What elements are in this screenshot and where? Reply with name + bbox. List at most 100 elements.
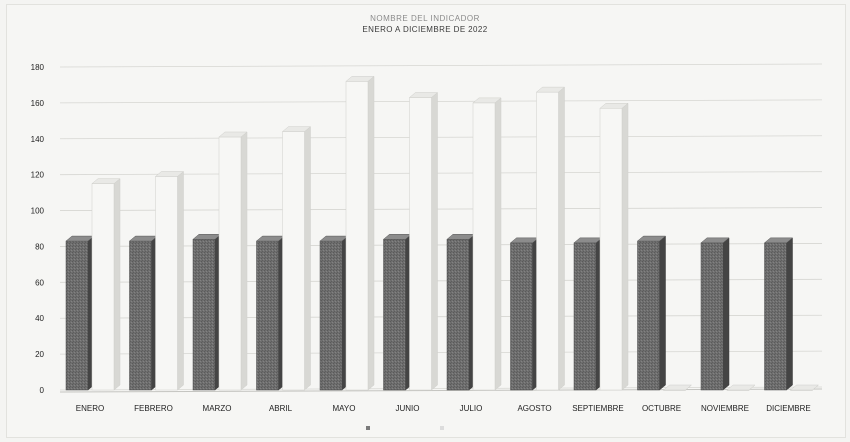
bar-top [763, 237, 794, 244]
bar-front [764, 242, 787, 391]
bar-dark [128, 235, 159, 391]
legend-marker-dark [366, 426, 370, 430]
grid [59, 63, 823, 393]
y-tick-label: 120 [31, 171, 45, 180]
bar-front [282, 131, 305, 391]
bar-side [786, 237, 793, 391]
gridline [59, 99, 823, 104]
bar-front [129, 240, 152, 391]
gridline [59, 63, 823, 68]
bar-dark [700, 237, 730, 391]
bar-side [621, 102, 629, 391]
bar-dark [255, 235, 286, 391]
bar-side [113, 178, 121, 391]
floor-line [59, 388, 823, 393]
bar-side [558, 86, 565, 391]
bar-top [408, 92, 439, 98]
bar-front [573, 242, 597, 391]
y-tick-label: 180 [31, 63, 45, 72]
bar-side [367, 75, 375, 391]
x-category-label: SEPTIEMBRE [572, 404, 624, 413]
bar-dark [509, 237, 540, 391]
bar-front [91, 183, 115, 391]
x-category-label: ENERO [76, 404, 104, 413]
gridline [59, 243, 823, 247]
chart-subtitle: ENERO A DICIEMBRE DE 2022 [362, 25, 488, 34]
bar-front [218, 136, 242, 391]
bar-top [345, 76, 375, 82]
gridline [59, 278, 823, 283]
gridline [59, 314, 823, 319]
bar-light [789, 384, 820, 391]
bar-front [472, 102, 496, 391]
bar-front [446, 239, 470, 391]
x-category-label: OCTUBRE [642, 404, 681, 413]
bar-light [726, 384, 756, 391]
y-tick-label: 60 [35, 278, 44, 287]
legend [366, 426, 444, 430]
bar-light [599, 102, 629, 391]
bar-top [91, 178, 121, 184]
y-tick-label: 20 [35, 350, 44, 359]
gridline [59, 207, 823, 211]
gridline [59, 386, 823, 391]
bar-side [431, 91, 438, 391]
y-tick-label: 140 [31, 135, 45, 144]
bar-front [700, 242, 724, 391]
bar-light [345, 75, 375, 391]
bar-light [408, 91, 439, 391]
bar-dark [65, 235, 95, 391]
bar-top [281, 126, 312, 132]
bar-light [154, 170, 185, 391]
bar-top [789, 384, 820, 391]
bar-front [319, 240, 343, 391]
bar-dark [446, 233, 476, 391]
x-category-label: MAYO [333, 404, 356, 413]
bar-top [636, 235, 667, 242]
bar-top [726, 384, 756, 391]
y-tick-label: 0 [40, 386, 45, 395]
bar-side [494, 97, 502, 391]
x-axis: ENERO FEBRERO MARZO ABRIL MAYO JUNIO JULIO AGOS… [76, 404, 811, 413]
bar-side [722, 237, 730, 391]
bar-front [637, 240, 660, 391]
bar-front [409, 97, 432, 391]
bar-light [535, 86, 566, 391]
bar-top [535, 86, 566, 93]
bar-front [383, 239, 406, 391]
x-category-label: NOVIEMBRE [701, 404, 749, 413]
bar-front [599, 108, 623, 391]
x-category-label: JUNIO [396, 404, 420, 413]
gridline [59, 350, 823, 355]
bar-side [177, 170, 184, 391]
bar-light [91, 178, 121, 391]
bar-front [192, 239, 216, 391]
x-category-label: AGOSTO [517, 404, 551, 413]
bar-front [256, 240, 279, 391]
x-category-label: JULIO [460, 404, 483, 413]
bar-top [154, 171, 185, 177]
bar-top [218, 131, 248, 138]
y-tick-label: 80 [35, 242, 44, 251]
bar-dark [382, 233, 413, 391]
bar-dark [763, 237, 794, 391]
bar-side [304, 126, 311, 391]
bar-top [599, 103, 629, 109]
gridline [59, 171, 823, 176]
bar-light [281, 126, 312, 391]
y-tick-label: 160 [31, 99, 45, 108]
bar-top [472, 97, 502, 104]
bar-top [700, 237, 730, 244]
bar-front [155, 176, 178, 391]
bar-dark [636, 235, 667, 391]
bar-side [240, 131, 248, 391]
bar-front [536, 91, 559, 391]
bar-light [472, 97, 502, 391]
chart-title-block: NOMBRE DEL INDICADOR ENERO A DICIEMBRE D… [0, 14, 850, 34]
bar-dark [192, 233, 222, 391]
bar-front [65, 240, 89, 391]
bar-light [218, 131, 248, 391]
y-axis: 0 20 40 60 80 100 120 140 160 180 [31, 63, 45, 395]
gridline [59, 135, 823, 140]
bar-front [510, 242, 533, 391]
